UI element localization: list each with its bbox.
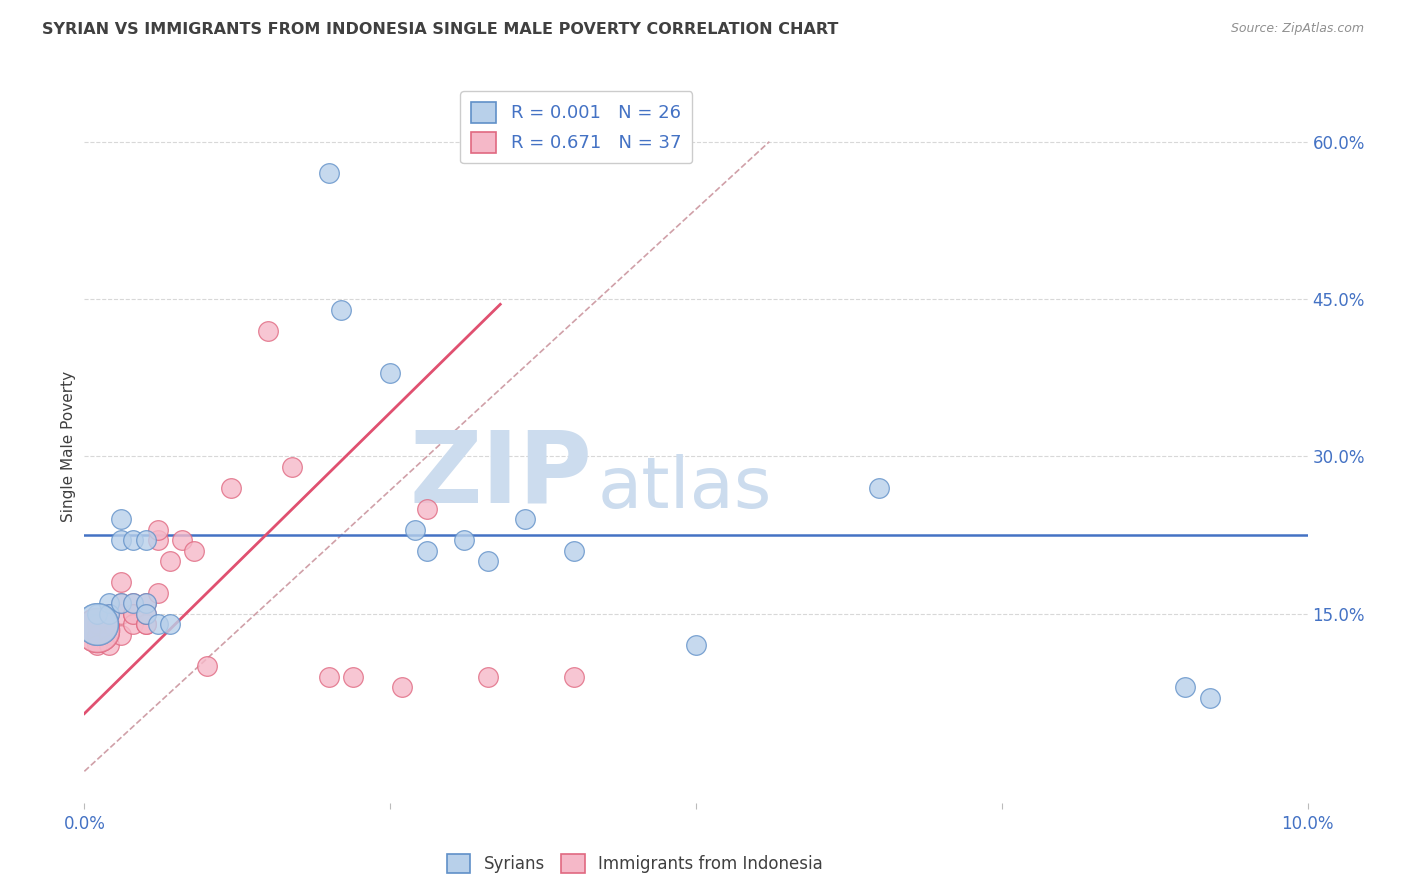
Text: ZIP: ZIP	[409, 426, 592, 523]
Point	[97, 639, 120, 653]
Point	[281, 460, 304, 475]
Point	[342, 670, 364, 684]
Point	[159, 617, 181, 632]
Legend: Syrians, Immigrants from Indonesia: Syrians, Immigrants from Indonesia	[440, 847, 830, 880]
Point	[477, 554, 499, 568]
Point	[135, 533, 157, 548]
Point	[122, 596, 145, 610]
Point	[86, 617, 108, 632]
Point	[1198, 690, 1220, 705]
Point	[86, 617, 108, 632]
Point	[146, 586, 169, 600]
Point	[453, 533, 475, 548]
Point	[257, 324, 280, 338]
Point	[318, 166, 340, 180]
Point	[135, 607, 157, 621]
Point	[416, 502, 439, 516]
Point	[391, 681, 413, 695]
Point	[110, 596, 132, 610]
Point	[172, 533, 194, 548]
Point	[330, 302, 353, 317]
Point	[97, 607, 120, 621]
Point	[135, 607, 157, 621]
Point	[146, 617, 169, 632]
Point	[562, 544, 585, 558]
Point	[86, 623, 108, 637]
Point	[562, 670, 585, 684]
Point	[146, 533, 169, 548]
Point	[110, 533, 132, 548]
Text: atlas: atlas	[598, 454, 772, 524]
Point	[135, 617, 157, 632]
Point	[86, 617, 108, 632]
Point	[380, 366, 402, 380]
Point	[135, 596, 157, 610]
Point	[110, 628, 132, 642]
Point	[97, 596, 120, 610]
Point	[122, 607, 145, 621]
Point	[513, 512, 536, 526]
Point	[122, 617, 145, 632]
Point	[477, 670, 499, 684]
Point	[86, 617, 108, 632]
Point	[159, 554, 181, 568]
Point	[97, 607, 120, 621]
Point	[183, 544, 205, 558]
Point	[97, 617, 120, 632]
Point	[122, 596, 145, 610]
Text: Source: ZipAtlas.com: Source: ZipAtlas.com	[1230, 22, 1364, 36]
Point	[685, 639, 707, 653]
Point	[195, 659, 218, 673]
Y-axis label: Single Male Poverty: Single Male Poverty	[60, 370, 76, 522]
Point	[86, 617, 108, 632]
Point	[97, 628, 120, 642]
Text: SYRIAN VS IMMIGRANTS FROM INDONESIA SINGLE MALE POVERTY CORRELATION CHART: SYRIAN VS IMMIGRANTS FROM INDONESIA SING…	[42, 22, 838, 37]
Point	[110, 575, 132, 590]
Point	[86, 623, 108, 637]
Point	[110, 596, 132, 610]
Point	[86, 617, 108, 632]
Point	[86, 623, 108, 637]
Point	[318, 670, 340, 684]
Point	[110, 607, 132, 621]
Point	[416, 544, 439, 558]
Point	[86, 623, 108, 637]
Point	[135, 617, 157, 632]
Point	[869, 481, 891, 495]
Point	[135, 596, 157, 610]
Point	[146, 523, 169, 537]
Point	[86, 628, 108, 642]
Point	[404, 523, 426, 537]
Point	[86, 607, 108, 621]
Point	[122, 607, 145, 621]
Point	[110, 512, 132, 526]
Point	[219, 481, 242, 495]
Point	[1174, 681, 1197, 695]
Point	[97, 607, 120, 621]
Point	[86, 639, 108, 653]
Point	[86, 623, 108, 637]
Point	[122, 533, 145, 548]
